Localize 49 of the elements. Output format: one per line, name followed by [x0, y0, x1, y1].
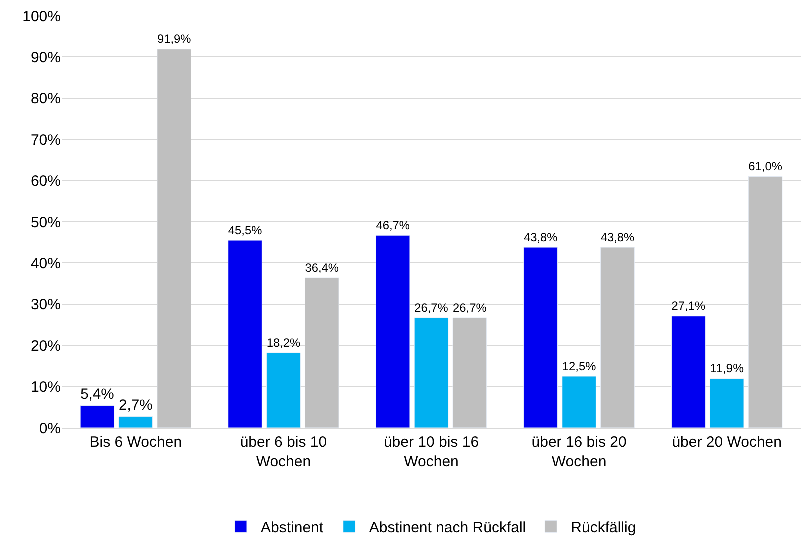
y-tick-label: 40%: [30, 255, 61, 272]
bar: [414, 318, 449, 428]
data-label: 61,0%: [748, 160, 783, 174]
legend-label: Abstinent nach Rückfall: [369, 520, 526, 536]
data-label: 43,8%: [524, 230, 558, 244]
y-tick-label: 30%: [30, 296, 61, 314]
data-label: 36,4%: [305, 260, 340, 275]
bar: [80, 406, 115, 428]
x-tick-label: über 6 bis 10 Wochen: [240, 434, 328, 470]
bar: [304, 278, 340, 428]
bar: [157, 49, 192, 428]
y-tick-label: 10%: [30, 379, 61, 396]
y-tick-label: 80%: [30, 90, 61, 108]
y-tick-label: 0%: [39, 420, 61, 438]
y-tick-label: 70%: [30, 132, 61, 149]
y-tick-label: 90%: [30, 49, 61, 66]
x-tick-label: Bis 6 Wochen: [90, 434, 182, 451]
bar: [452, 318, 488, 428]
x-tick-label: über 16 bis 20 Wochen: [532, 434, 627, 470]
y-tick-label: 20%: [30, 338, 61, 355]
data-label: 45,5%: [228, 223, 263, 238]
data-label: 18,2%: [266, 336, 301, 350]
bar: [748, 176, 783, 428]
data-label: 26,7%: [453, 300, 488, 315]
bar: [710, 378, 744, 428]
bar: [672, 316, 706, 428]
legend-label: Rückfällig: [571, 520, 636, 536]
x-tick-label: über 20 Wochen: [672, 434, 782, 451]
bar: [376, 235, 410, 428]
data-label: 43,8%: [600, 230, 636, 244]
y-tick-label: 50%: [30, 214, 61, 232]
bar: [562, 376, 596, 428]
data-label: 11,9%: [710, 362, 744, 376]
data-label: 5,4%: [80, 386, 114, 403]
bar: [228, 240, 262, 428]
data-label: 46,7%: [376, 218, 410, 232]
bar: [266, 352, 301, 428]
x-tick-label: über 10 bis 16 Wochen: [384, 434, 480, 470]
y-tick-label: 60%: [30, 173, 61, 190]
data-label: 91,9%: [157, 32, 192, 46]
data-label: 2,7%: [118, 398, 153, 414]
data-label: 26,7%: [414, 300, 449, 315]
bar: [600, 247, 635, 428]
data-label: 12,5%: [562, 359, 597, 374]
bar: [524, 247, 558, 428]
bar: [118, 416, 154, 428]
legend-label: Abstinent: [261, 520, 324, 536]
data-label: 27,1%: [672, 299, 706, 314]
y-tick-label: 100%: [22, 8, 61, 26]
